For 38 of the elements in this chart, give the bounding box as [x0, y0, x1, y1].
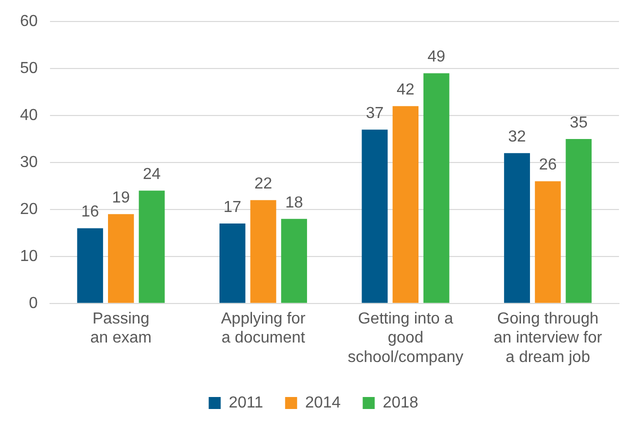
y-tick-label: 0 [28, 294, 38, 312]
x-tick-label: Getting into a good school/company [348, 310, 464, 366]
x-tick-label: Passing an exam [90, 310, 152, 347]
data-label: 42 [396, 82, 415, 99]
bar [281, 218, 308, 303]
data-label: 37 [366, 105, 384, 122]
y-tick-label: 10 [20, 248, 38, 265]
bar [534, 181, 561, 303]
bar [138, 190, 165, 303]
data-label: 24 [142, 166, 161, 184]
y-tick-label: 60 [20, 13, 38, 30]
data-label: 18 [285, 194, 304, 212]
bar [219, 224, 246, 303]
bar [108, 214, 134, 303]
bar [77, 228, 104, 303]
data-label: 35 [570, 114, 588, 132]
legend-label: 2018 [382, 394, 418, 412]
bar [504, 153, 530, 303]
data-label: 17 [224, 198, 242, 216]
legend-label: 2014 [305, 394, 341, 412]
bar [362, 130, 388, 303]
data-label: 32 [508, 128, 526, 146]
x-tick-label: Going through an interview for a dream job [494, 310, 603, 366]
x-tick-label: Applying for a document [221, 310, 306, 347]
legend-label: 2011 [228, 394, 264, 412]
data-label: 19 [112, 190, 130, 207]
y-tick-label: 30 [20, 154, 38, 171]
bar [392, 106, 418, 303]
bar [250, 200, 276, 303]
y-tick-label: 20 [20, 200, 38, 218]
bar [566, 139, 592, 303]
data-label: 26 [538, 156, 557, 174]
data-label: 22 [254, 175, 272, 192]
y-tick-label: 50 [20, 60, 38, 77]
data-label: 49 [427, 48, 446, 66]
y-tick-label: 40 [20, 106, 38, 124]
data-label: 16 [81, 204, 100, 221]
bar [423, 73, 450, 303]
